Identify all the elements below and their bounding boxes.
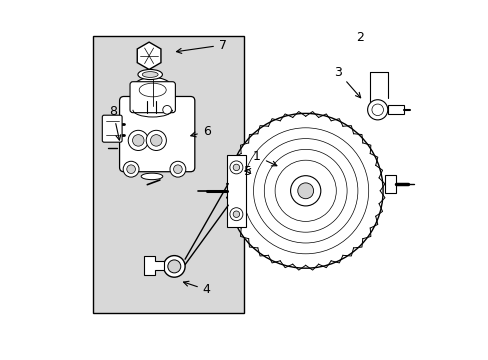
Circle shape [228,113,382,268]
Circle shape [233,211,239,217]
Text: 2: 2 [355,31,363,44]
Text: 3: 3 [333,66,360,98]
FancyBboxPatch shape [120,96,194,172]
Ellipse shape [133,77,172,99]
Polygon shape [143,256,163,275]
Circle shape [229,208,243,221]
Bar [387,105,403,114]
Ellipse shape [141,173,163,180]
Circle shape [297,183,313,199]
Text: 4: 4 [183,281,210,296]
FancyBboxPatch shape [130,82,175,113]
Ellipse shape [142,72,158,77]
Bar [384,175,395,193]
Circle shape [123,161,139,177]
Circle shape [290,176,320,206]
Circle shape [126,165,135,174]
Circle shape [229,161,243,174]
Circle shape [163,105,171,114]
FancyBboxPatch shape [102,115,122,142]
Circle shape [233,164,239,171]
Bar [93,36,244,313]
Circle shape [132,135,144,146]
Text: 7: 7 [176,39,226,53]
Text: 6: 6 [190,125,210,138]
Bar [226,155,246,227]
Text: 5: 5 [244,165,252,177]
Circle shape [167,260,181,273]
Circle shape [163,256,185,277]
Circle shape [128,130,148,150]
Text: 8: 8 [109,105,121,140]
Circle shape [150,135,162,146]
Circle shape [367,100,387,120]
Circle shape [173,165,182,174]
Polygon shape [137,42,161,69]
Circle shape [170,161,185,177]
Text: 1: 1 [253,150,276,166]
Ellipse shape [138,69,162,80]
Circle shape [146,130,166,150]
Circle shape [371,104,383,116]
